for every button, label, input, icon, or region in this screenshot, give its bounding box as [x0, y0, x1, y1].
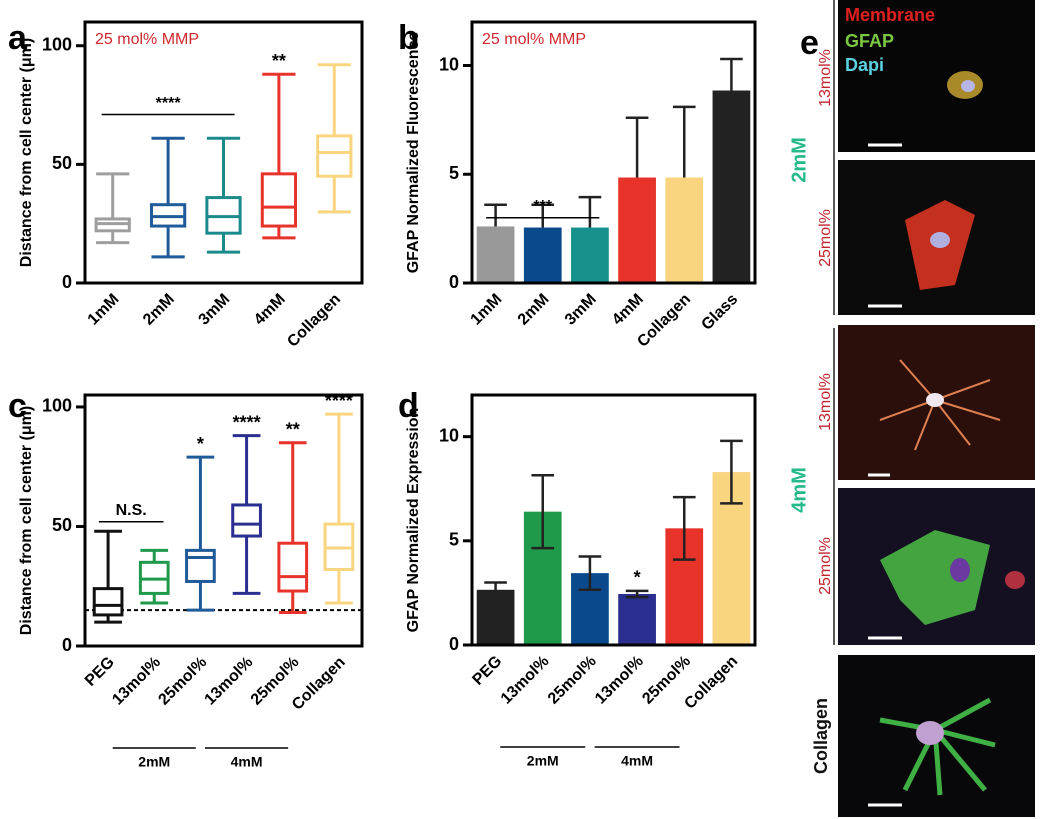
y-axis-label: GFAP Normalized Expression [405, 408, 422, 633]
panel-label: c [8, 387, 27, 425]
x-tick-label: 3mM [196, 291, 234, 329]
nucleus [926, 393, 944, 407]
y-axis-label: Distance from cell center (μm) [18, 38, 35, 267]
x-tick-label: Collagen [284, 291, 344, 351]
bar [476, 226, 515, 283]
y-tick-label: 50 [52, 515, 72, 535]
significance-label: * [197, 434, 204, 454]
significance-label: **** [233, 412, 261, 432]
x-tick-label: 13mol% [202, 654, 257, 709]
y-tick-label: 5 [449, 530, 459, 550]
box [92, 587, 124, 617]
box [185, 548, 216, 583]
bar [618, 593, 656, 645]
significance-label: ** [272, 51, 286, 71]
bar [665, 177, 704, 283]
x-tick-label: PEG [469, 653, 505, 689]
plot-frame [470, 20, 757, 285]
x-tick-label: Glass [698, 291, 741, 334]
plot-frame [470, 393, 757, 647]
y-tick-label: 0 [62, 635, 72, 655]
row-label: 25mol% [817, 209, 834, 267]
panel-label: a [8, 19, 28, 57]
y-tick-label: 10 [439, 54, 459, 74]
nucleus [950, 558, 970, 582]
x-tick-label: 13mol% [109, 654, 164, 709]
legend-entry: Dapi [845, 55, 884, 75]
bracket-label: N.S. [116, 502, 147, 519]
plot-frame [83, 393, 364, 648]
row-label: 13mol% [817, 373, 834, 431]
y-tick-label: 5 [449, 163, 459, 183]
box [260, 172, 298, 228]
x-tick-label: 1mM [85, 291, 123, 329]
x-tick-label: PEG [82, 654, 118, 690]
y-tick-label: 100 [42, 34, 72, 54]
y-tick-label: 10 [439, 425, 459, 445]
significance-label: ** [286, 420, 300, 440]
group-label: 2mM [527, 753, 559, 769]
row-label: Collagen [811, 698, 831, 774]
bar [476, 589, 515, 645]
nucleus [930, 232, 950, 248]
group-label: 4mM [231, 754, 263, 770]
nucleus [961, 80, 975, 92]
box [231, 503, 262, 538]
bar [618, 177, 656, 283]
image-panel: e Membrane GFAP Dapi 13mol% 25mol% 13mol… [788, 0, 1035, 817]
x-tick-label: 4mM [251, 291, 289, 329]
x-tick-label: 2mM [515, 291, 553, 329]
bar [571, 227, 609, 283]
bracket-label: *** [533, 198, 552, 215]
row-label: 13mol% [817, 49, 834, 107]
nucleus [916, 721, 944, 745]
box [316, 134, 353, 178]
panel-label: d [398, 387, 419, 425]
group-label: 4mM [788, 467, 810, 513]
group-label: 4mM [621, 753, 653, 769]
x-tick-label: 25mol% [155, 654, 210, 709]
y-tick-label: 0 [62, 272, 72, 292]
debris [1005, 571, 1025, 589]
panel-label: b [398, 19, 419, 57]
y-axis-label: Distance from cell center (μm) [18, 406, 35, 635]
group-label: 2mM [138, 754, 170, 770]
significance-label: * [634, 568, 641, 588]
y-axis-label: GFAP Normalized Fluorescence [405, 32, 422, 274]
cell-processes [879, 359, 1001, 451]
group-label: 2mM [788, 137, 810, 183]
x-tick-label: 1mM [468, 291, 506, 329]
bar [712, 90, 751, 283]
panel-label: e [800, 24, 819, 62]
box [277, 541, 309, 593]
plot-frame [83, 20, 364, 285]
x-tick-label: 25mol% [545, 653, 600, 708]
y-tick-label: 0 [449, 272, 459, 292]
cell [880, 530, 990, 625]
bar [523, 227, 562, 283]
row-label: 25mol% [817, 537, 834, 595]
x-tick-label: 3mM [562, 291, 600, 329]
y-tick-label: 50 [52, 153, 72, 173]
annotation: 25 mol% MMP [482, 31, 586, 48]
x-tick-label: 13mol% [592, 653, 647, 708]
x-tick-label: 2mM [140, 291, 178, 329]
micrograph [838, 0, 1035, 152]
y-tick-label: 0 [449, 634, 459, 654]
x-tick-label: 4mM [609, 291, 647, 329]
x-tick-label: 13mol% [498, 653, 553, 708]
y-tick-label: 100 [42, 396, 72, 416]
bracket-label: **** [156, 95, 182, 112]
legend-entry: Membrane [845, 5, 935, 25]
annotation: 25 mol% MMP [95, 31, 199, 48]
legend-entry: GFAP [845, 31, 894, 51]
